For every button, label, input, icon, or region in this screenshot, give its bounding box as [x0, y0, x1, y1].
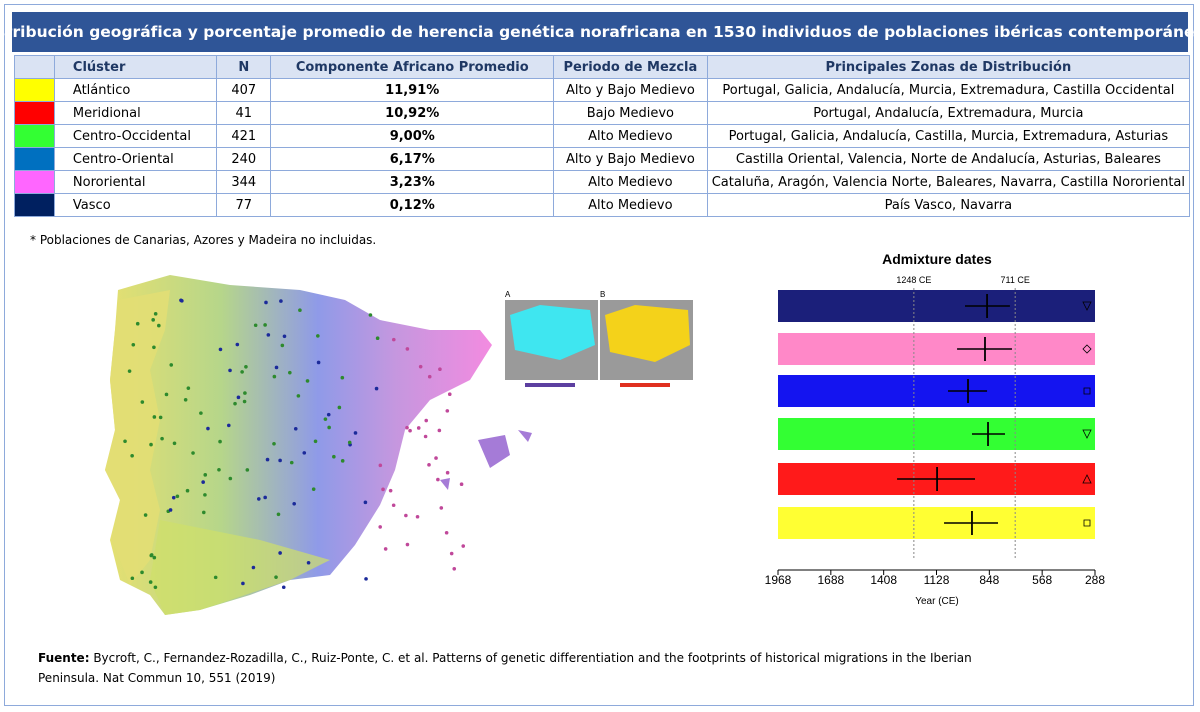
cell-cluster: Centro-Occidental	[53, 124, 218, 148]
cell-component: 3,23%	[270, 170, 555, 194]
table-body: Atlántico 407 11,91% Alto y Bajo Medievo Por…	[14, 78, 1191, 217]
cell-n: 407	[216, 78, 272, 102]
cell-n: 77	[216, 193, 272, 217]
footnote: * Poblaciones de Canarias, Azores y Made…	[30, 233, 377, 247]
cell-period: Bajo Medievo	[553, 101, 708, 125]
cell-zones: Portugal, Galicia, Andalucía, Castilla, …	[706, 124, 1191, 148]
cell-cluster: Atlántico	[53, 78, 218, 102]
table-row: Centro-Occidental 421 9,00% Alto Medievo Por…	[14, 124, 1191, 148]
table-row: Vasco 77 0,12% Alto Medievo País Vasco, Nava…	[14, 193, 1191, 217]
cell-cluster: Centro-Oriental	[53, 147, 218, 171]
cell-period: Alto Medievo	[553, 124, 708, 148]
cell-period: Alto y Bajo Medievo	[553, 78, 708, 102]
cell-n: 344	[216, 170, 272, 194]
cluster-swatch	[14, 193, 55, 217]
cell-n: 240	[216, 147, 272, 171]
cell-n: 41	[216, 101, 272, 125]
table-row: Meridional 41 10,92% Bajo Medievo Portugal, …	[14, 101, 1191, 125]
column-header: Clúster	[53, 55, 218, 79]
cell-zones: Cataluña, Aragón, Valencia Norte, Balear…	[706, 170, 1191, 194]
column-header: Principales Zonas de Distribución	[706, 55, 1191, 79]
swatch-header	[14, 55, 55, 79]
cell-n: 421	[216, 124, 272, 148]
source-label: Fuente:	[38, 651, 90, 665]
cluster-swatch	[14, 124, 55, 148]
cell-cluster: Nororiental	[53, 170, 218, 194]
cell-component: 10,92%	[270, 101, 555, 125]
source-text: Bycroft, C., Fernandez-Rozadilla, C., Ru…	[38, 651, 972, 685]
cell-component: 9,00%	[270, 124, 555, 148]
table-row: Atlántico 407 11,91% Alto y Bajo Medievo Por…	[14, 78, 1191, 102]
frame	[4, 4, 1194, 706]
cluster-table: Clúster N Componente Africano Promedio Peri…	[14, 55, 1191, 217]
cluster-swatch	[14, 101, 55, 125]
column-header: N	[216, 55, 272, 79]
cell-zones: Portugal, Andalucía, Extremadura, Murcia	[706, 101, 1191, 125]
cell-component: 0,12%	[270, 193, 555, 217]
title: Distribución geográfica y porcentaje pro…	[0, 12, 1200, 52]
source: Fuente: Bycroft, C., Fernandez-Rozadilla…	[38, 648, 1018, 688]
cluster-swatch	[14, 170, 55, 194]
column-header: Periodo de Mezcla	[553, 55, 708, 79]
cluster-swatch	[14, 78, 55, 102]
cell-cluster: Vasco	[53, 193, 218, 217]
cell-period: Alto y Bajo Medievo	[553, 147, 708, 171]
cell-component: 11,91%	[270, 78, 555, 102]
cell-cluster: Meridional	[53, 101, 218, 125]
cell-zones: Castilla Oriental, Valencia, Norte de An…	[706, 147, 1191, 171]
cell-zones: País Vasco, Navarra	[706, 193, 1191, 217]
cell-period: Alto Medievo	[553, 193, 708, 217]
cell-period: Alto Medievo	[553, 170, 708, 194]
cluster-swatch	[14, 147, 55, 171]
column-header: Componente Africano Promedio	[270, 55, 555, 79]
table-row: Nororiental 344 3,23% Alto Medievo Cataluña,…	[14, 170, 1191, 194]
cell-zones: Portugal, Galicia, Andalucía, Murcia, Ex…	[706, 78, 1191, 102]
header-row: Clúster N Componente Africano Promedio Peri…	[14, 55, 1191, 79]
cell-component: 6,17%	[270, 147, 555, 171]
table-row: Centro-Oriental 240 6,17% Alto y Bajo Medie…	[14, 147, 1191, 171]
